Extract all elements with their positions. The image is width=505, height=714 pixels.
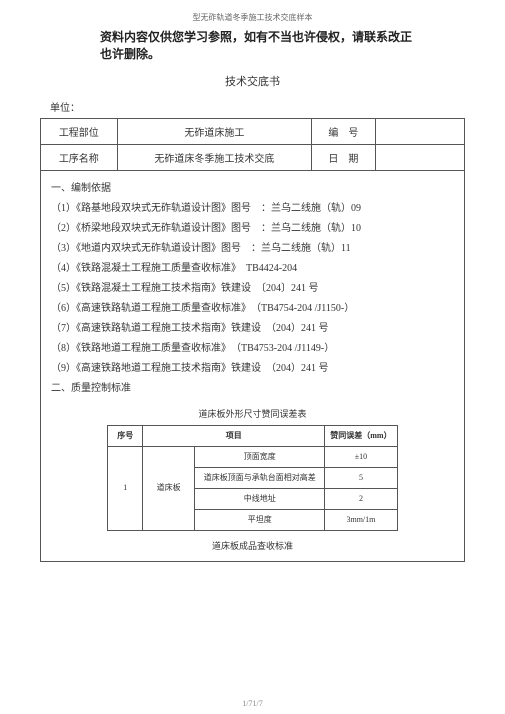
disclaimer: 资料内容仅供您学习参照，如有不当也许侵权，请联系改正 也许删除。 — [100, 29, 465, 63]
tolerance-table: 序号 项目 赞同误差（mm） 1 道床板 顶面宽度 ±10 道床板顶面与承轨台面… — [107, 425, 397, 531]
td-sub: 顶面宽度 — [195, 446, 325, 467]
td-name: 道床板 — [143, 446, 195, 530]
disclaimer-l1: 资料内容仅供您学习参照，如有不当也许侵权，请联系改正 — [100, 30, 412, 44]
content-area: 一、编制依据 （1）《路基地段双块式无砟轨道设计图》图号 ：兰乌二线施（轨）09… — [41, 171, 464, 561]
basis-item: （4）《铁路混凝土工程施工质量查收标准》 TB4424-204 — [51, 259, 454, 279]
basis-item: （8）《铁路地道工程施工质量查收标准》 （TB4753-204 /J1149-） — [51, 339, 454, 359]
ht-r1c2: 无砟道床施工 — [117, 119, 312, 145]
ht-r1c1: 工程部位 — [41, 119, 117, 145]
unit-label: 单位： — [50, 99, 465, 114]
page-number: 1/71/7 — [0, 699, 505, 708]
td-sub: 平坦度 — [195, 509, 325, 530]
td-sub: 道床板顶面与承轨台面相对高差 — [195, 467, 325, 488]
basis-item: （7）《高速铁路轨道工程施工技术指南》铁建设 （204）241 号 — [51, 319, 454, 339]
basis-item: （3）《地道内双块式无砟轨道设计图》图号 ：兰乌二线施（轨）11 — [51, 239, 454, 259]
footer-sub-title: 道床板成品查收标准 — [51, 537, 454, 555]
td-sub: 中线地址 — [195, 488, 325, 509]
head-table: 工程部位 无砟道床施工 编 号 工序名称 无砟道床冬季施工技术交底 日 期 — [41, 119, 464, 171]
td-seq: 1 — [108, 446, 143, 530]
basis-item: （2）《桥梁地段双块式无砟轨道设计图》图号 ：兰乌二线施（轨）10 — [51, 219, 454, 239]
th-tol: 赞同误差（mm） — [325, 425, 397, 446]
ht-r2c1: 工序名称 — [41, 144, 117, 170]
ht-r2c2: 无砟道床冬季施工技术交底 — [117, 144, 312, 170]
section-1-head: 一、编制依据 — [51, 179, 454, 199]
td-val: 2 — [325, 488, 397, 509]
small-header: 型无砟轨道冬季施工技术交底样本 — [40, 12, 465, 23]
ht-r2c3: 日 期 — [312, 144, 375, 170]
basis-item: （5）《铁路混凝土工程施工技术指南》铁建设 〔204〕241 号 — [51, 279, 454, 299]
th-seq: 序号 — [108, 425, 143, 446]
basis-item: （6）《高速铁路轨道工程施工质量查收标准》 （TB4754-204 /J1150… — [51, 299, 454, 319]
outer-box: 工程部位 无砟道床施工 编 号 工序名称 无砟道床冬季施工技术交底 日 期 一、… — [40, 118, 465, 562]
section-2-head: 二、质量控制标准 — [51, 379, 454, 399]
td-val: 3mm/1m — [325, 509, 397, 530]
ht-r1c3: 编 号 — [312, 119, 375, 145]
disclaimer-l2: 也许删除。 — [100, 47, 160, 61]
th-item: 项目 — [143, 425, 325, 446]
data-table-title: 道床板外形尺寸赞同误差表 — [51, 405, 454, 423]
doc-title: 技术交底书 — [40, 73, 465, 89]
td-val: 5 — [325, 467, 397, 488]
ht-r2c4 — [375, 144, 464, 170]
ht-r1c4 — [375, 119, 464, 145]
basis-item: （1）《路基地段双块式无砟轨道设计图》图号 ：兰乌二线施（轨）09 — [51, 199, 454, 219]
td-val: ±10 — [325, 446, 397, 467]
basis-item: （9）《高速铁路地道工程施工技术指南》铁建设 （204）241 号 — [51, 359, 454, 379]
